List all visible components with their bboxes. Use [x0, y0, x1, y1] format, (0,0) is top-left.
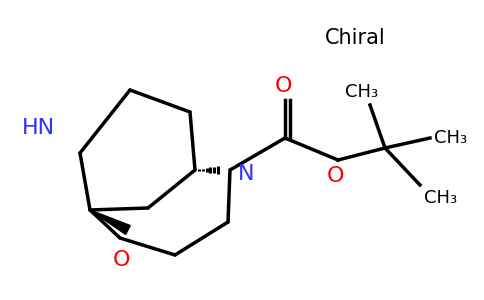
Text: HN: HN — [22, 118, 55, 138]
Polygon shape — [90, 210, 130, 234]
Text: Chiral: Chiral — [325, 28, 385, 48]
Text: O: O — [113, 250, 131, 270]
Text: CH₃: CH₃ — [424, 189, 457, 207]
Text: N: N — [238, 164, 255, 184]
Text: O: O — [327, 166, 345, 186]
Text: CH₃: CH₃ — [434, 129, 467, 147]
Text: O: O — [274, 76, 292, 96]
Text: CH₃: CH₃ — [346, 83, 378, 101]
